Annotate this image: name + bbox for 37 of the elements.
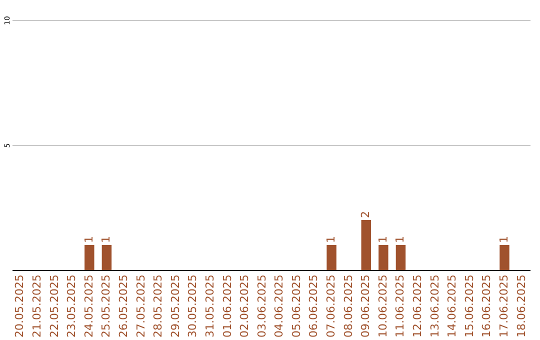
x-tick-label: 26.05.2025: [116, 274, 130, 338]
x-tick-label: 05.06.2025: [290, 274, 303, 338]
x-tick-label: 15.06.2025: [462, 274, 476, 338]
x-tick-label: 01.06.2025: [220, 274, 234, 338]
x-tick-label: 11.06.2025: [394, 274, 407, 338]
x-tick-label: 20.05.2025: [13, 274, 26, 338]
data-label: 1: [376, 236, 390, 243]
x-tick-label: 23.05.2025: [65, 274, 78, 338]
x-tick-label: 22.05.2025: [48, 274, 61, 338]
x-tick-label: 10.06.2025: [376, 274, 390, 338]
x-tick-label: 31.05.2025: [203, 274, 216, 338]
data-label: 1: [100, 236, 113, 243]
x-tick-label: 21.05.2025: [30, 274, 44, 338]
x-tick-label: 13.06.2025: [428, 274, 442, 338]
data-label: 1: [82, 236, 96, 243]
x-tick-label: 02.06.2025: [238, 274, 252, 338]
data-label: 1: [324, 236, 338, 243]
x-tick-label: 30.05.2025: [186, 274, 200, 338]
x-tick-label: 27.05.2025: [134, 274, 148, 338]
x-tick-label: 04.06.2025: [272, 274, 286, 338]
x-tick-label: 18.06.2025: [514, 274, 528, 338]
x-tick-label: 25.05.2025: [100, 274, 113, 338]
data-label: 1: [497, 236, 510, 243]
x-tick-label: 03.06.2025: [255, 274, 268, 338]
x-tick-label: 24.05.2025: [82, 274, 96, 338]
x-tick-label: 12.06.2025: [411, 274, 424, 338]
x-tick-label: 09.06.2025: [359, 274, 372, 338]
x-tick-label: 06.06.2025: [307, 274, 320, 338]
data-label: 2: [359, 211, 372, 218]
x-tick-label: 29.05.2025: [168, 274, 182, 338]
x-tick-label: 16.06.2025: [480, 274, 494, 338]
x-tick-label: 08.06.2025: [342, 274, 355, 338]
x-tick-label: 14.06.2025: [446, 274, 459, 338]
x-tick-label: 28.05.2025: [152, 274, 165, 338]
x-tick-label: 07.06.2025: [324, 274, 338, 338]
data-label: 1: [394, 236, 407, 243]
x-tick-label: 17.06.2025: [497, 274, 510, 338]
